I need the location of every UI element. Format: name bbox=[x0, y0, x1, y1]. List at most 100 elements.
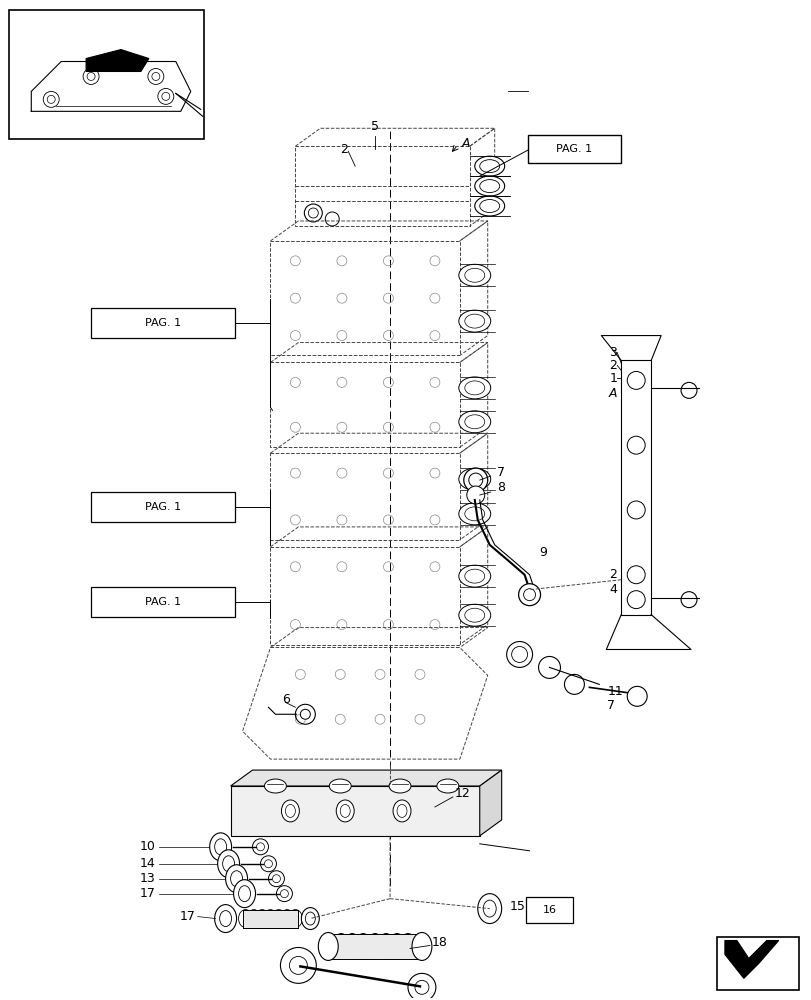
Ellipse shape bbox=[318, 933, 338, 960]
Ellipse shape bbox=[411, 934, 427, 959]
Text: 6: 6 bbox=[282, 693, 290, 706]
Ellipse shape bbox=[305, 912, 315, 925]
Ellipse shape bbox=[464, 569, 484, 583]
Ellipse shape bbox=[328, 779, 350, 793]
Bar bbox=[716, 937, 798, 990]
Ellipse shape bbox=[230, 871, 242, 887]
Ellipse shape bbox=[458, 264, 490, 286]
Polygon shape bbox=[230, 786, 479, 836]
Ellipse shape bbox=[288, 910, 302, 928]
FancyBboxPatch shape bbox=[91, 308, 234, 338]
Ellipse shape bbox=[388, 934, 405, 959]
Ellipse shape bbox=[264, 779, 286, 793]
Ellipse shape bbox=[474, 176, 504, 196]
Ellipse shape bbox=[458, 565, 490, 587]
Text: 2: 2 bbox=[608, 568, 616, 581]
Text: 10: 10 bbox=[139, 840, 156, 853]
Ellipse shape bbox=[474, 196, 504, 216]
Ellipse shape bbox=[411, 933, 431, 960]
Ellipse shape bbox=[458, 411, 490, 433]
Text: PAG. 1: PAG. 1 bbox=[556, 144, 592, 154]
Text: 17: 17 bbox=[179, 910, 195, 923]
Ellipse shape bbox=[255, 910, 268, 928]
Ellipse shape bbox=[464, 314, 484, 328]
Ellipse shape bbox=[458, 468, 490, 490]
Ellipse shape bbox=[263, 910, 277, 928]
Polygon shape bbox=[230, 770, 501, 786]
Ellipse shape bbox=[217, 850, 239, 878]
Ellipse shape bbox=[214, 905, 236, 933]
Text: 2: 2 bbox=[608, 359, 616, 372]
Text: 1: 1 bbox=[608, 372, 616, 385]
Ellipse shape bbox=[458, 503, 490, 525]
Ellipse shape bbox=[458, 377, 490, 399]
Ellipse shape bbox=[219, 911, 231, 927]
Ellipse shape bbox=[436, 779, 458, 793]
Polygon shape bbox=[86, 50, 148, 71]
Text: 5: 5 bbox=[371, 120, 379, 133]
Ellipse shape bbox=[458, 604, 490, 626]
Ellipse shape bbox=[301, 908, 319, 930]
Ellipse shape bbox=[209, 833, 231, 861]
Polygon shape bbox=[479, 770, 501, 836]
Text: 4: 4 bbox=[608, 583, 616, 596]
Ellipse shape bbox=[458, 310, 490, 332]
Ellipse shape bbox=[477, 894, 501, 924]
Text: 2: 2 bbox=[340, 143, 348, 156]
Bar bbox=[328, 934, 422, 959]
Ellipse shape bbox=[397, 804, 406, 817]
Ellipse shape bbox=[354, 934, 371, 959]
Ellipse shape bbox=[464, 268, 484, 282]
Text: 7: 7 bbox=[496, 466, 504, 479]
Ellipse shape bbox=[479, 160, 499, 173]
Ellipse shape bbox=[344, 934, 360, 959]
Ellipse shape bbox=[393, 800, 410, 822]
Ellipse shape bbox=[247, 910, 260, 928]
Text: 18: 18 bbox=[431, 936, 447, 949]
Text: 9: 9 bbox=[539, 546, 547, 559]
Ellipse shape bbox=[214, 839, 226, 855]
Text: A: A bbox=[461, 137, 470, 150]
Circle shape bbox=[518, 584, 540, 606]
Text: A: A bbox=[608, 387, 616, 400]
Ellipse shape bbox=[400, 934, 415, 959]
Circle shape bbox=[511, 646, 527, 662]
Ellipse shape bbox=[464, 608, 484, 622]
Circle shape bbox=[468, 473, 483, 487]
FancyBboxPatch shape bbox=[525, 897, 573, 923]
Ellipse shape bbox=[281, 800, 299, 822]
Ellipse shape bbox=[336, 800, 354, 822]
Text: 15: 15 bbox=[509, 900, 525, 913]
Ellipse shape bbox=[464, 472, 484, 486]
Ellipse shape bbox=[222, 856, 234, 872]
Text: PAG. 1: PAG. 1 bbox=[144, 318, 181, 328]
Text: 7: 7 bbox=[607, 699, 615, 712]
Text: 12: 12 bbox=[454, 787, 470, 800]
Ellipse shape bbox=[479, 180, 499, 193]
Ellipse shape bbox=[474, 156, 504, 176]
Ellipse shape bbox=[483, 900, 496, 917]
Polygon shape bbox=[724, 940, 778, 978]
Ellipse shape bbox=[238, 910, 252, 928]
Circle shape bbox=[308, 208, 318, 218]
Text: 16: 16 bbox=[542, 905, 556, 915]
Ellipse shape bbox=[367, 934, 383, 959]
Ellipse shape bbox=[280, 910, 294, 928]
Ellipse shape bbox=[272, 910, 285, 928]
Text: PAG. 1: PAG. 1 bbox=[144, 597, 181, 607]
Text: 3: 3 bbox=[608, 346, 616, 359]
Text: 8: 8 bbox=[496, 481, 504, 494]
Ellipse shape bbox=[225, 865, 247, 893]
Ellipse shape bbox=[378, 934, 393, 959]
Ellipse shape bbox=[388, 779, 410, 793]
Ellipse shape bbox=[333, 934, 349, 959]
Ellipse shape bbox=[322, 934, 338, 959]
Text: PAG. 1: PAG. 1 bbox=[144, 502, 181, 512]
Bar bbox=[10, 10, 204, 139]
Bar bbox=[242, 910, 298, 928]
FancyBboxPatch shape bbox=[91, 492, 234, 522]
Ellipse shape bbox=[285, 804, 295, 817]
Circle shape bbox=[300, 709, 310, 719]
Text: 13: 13 bbox=[140, 872, 156, 885]
Ellipse shape bbox=[479, 200, 499, 212]
